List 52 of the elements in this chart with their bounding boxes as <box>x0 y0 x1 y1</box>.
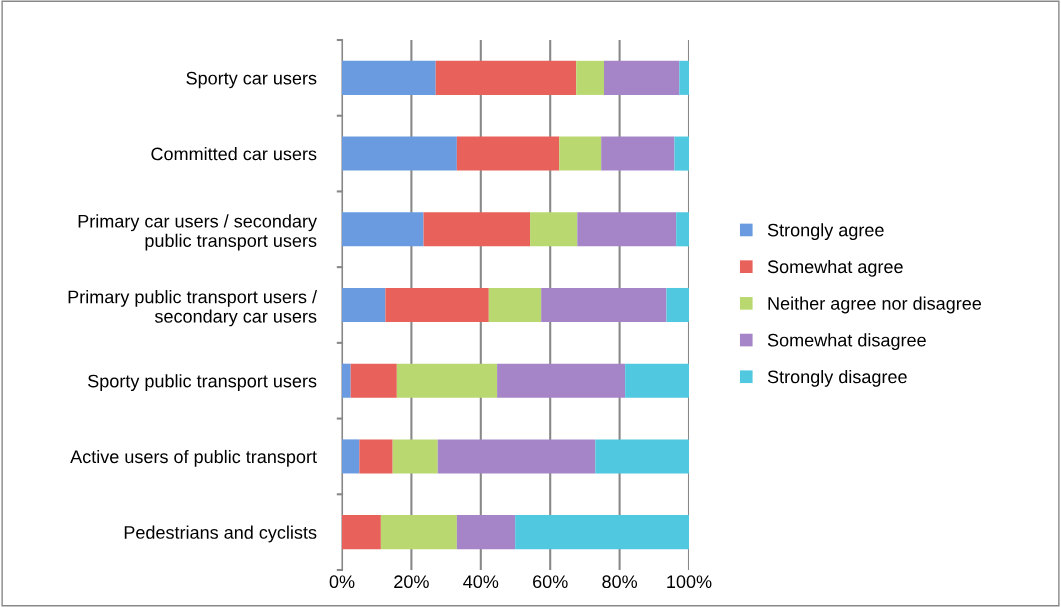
legend-label: Somewhat disagree <box>767 333 926 351</box>
bar <box>679 60 689 95</box>
legend-label: Strongly agree <box>767 223 884 241</box>
bar <box>342 439 360 474</box>
y-tick-label: Sporty public transport users <box>88 374 317 391</box>
bar <box>380 515 457 550</box>
x-tick-label: 80% <box>602 575 638 589</box>
bar <box>456 515 516 550</box>
bar <box>392 439 438 474</box>
legend-label: Strongly disagree <box>767 369 907 387</box>
bar <box>666 287 689 323</box>
bar <box>359 439 393 474</box>
bar <box>601 136 675 171</box>
bar <box>342 136 457 171</box>
y-tick-label: Sporty car users <box>186 71 317 89</box>
bar <box>350 363 397 398</box>
bar <box>603 60 680 95</box>
bar <box>342 212 424 247</box>
y-tick-label: Active users of public transport <box>70 449 317 467</box>
bar <box>576 60 604 95</box>
y-tick-label: Pedestrians and cyclists <box>124 525 317 543</box>
bar <box>577 212 677 247</box>
bar <box>342 363 351 398</box>
y-tick-label: Committed car users <box>151 147 317 161</box>
bar <box>342 60 436 95</box>
bar <box>595 439 689 474</box>
bar <box>385 287 489 323</box>
bar <box>497 363 626 398</box>
bar <box>541 287 667 323</box>
bar <box>515 515 689 550</box>
y-tick-label: Primary car users / secondary public transport users <box>78 214 317 251</box>
bar <box>342 287 386 323</box>
x-tick-label: 100% <box>667 575 712 589</box>
bar <box>456 136 560 171</box>
x-tick-label: 20% <box>394 575 429 589</box>
legend-label: Neither agree nor disagree <box>768 296 982 314</box>
y-tick-label: Primary public transport users / secondary car users <box>68 290 318 327</box>
bar <box>674 136 689 171</box>
x-tick-label: 0% <box>329 575 355 589</box>
legend-label: Somewhat agree <box>767 259 903 277</box>
bar <box>625 363 689 398</box>
bar <box>559 136 602 171</box>
bar <box>437 439 596 474</box>
bar <box>530 212 578 247</box>
bar <box>488 287 542 323</box>
bar <box>435 60 577 95</box>
bar <box>676 212 689 247</box>
bar <box>342 515 381 550</box>
x-tick-label: 60% <box>533 575 568 589</box>
bar <box>423 212 531 247</box>
x-tick-label: 40% <box>463 575 499 589</box>
bar <box>396 363 498 398</box>
